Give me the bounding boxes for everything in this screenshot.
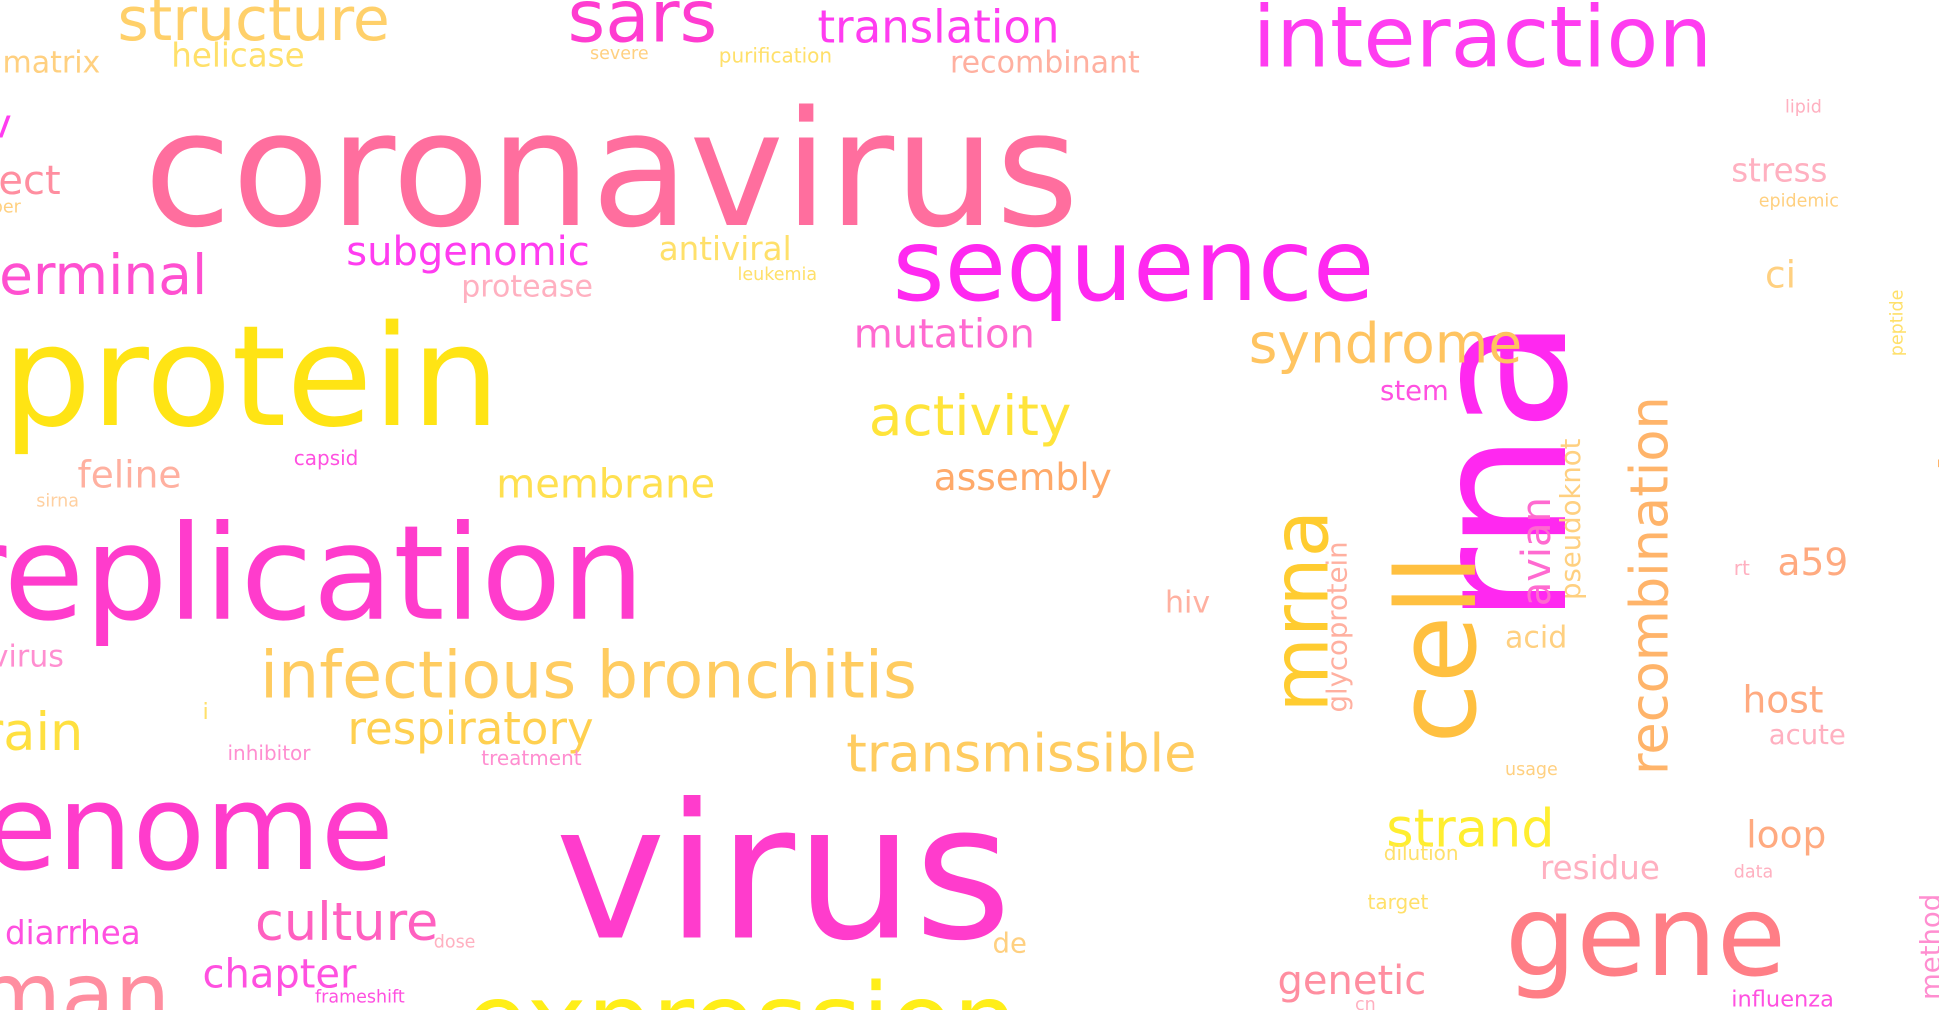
word-respiratory: respiratory (348, 702, 594, 755)
word-infectious-bronchitis: infectious bronchitis (260, 639, 917, 714)
word-matrix: matrix (3, 46, 101, 81)
word-acid: acid (1505, 621, 1567, 656)
word-i: i (203, 699, 209, 725)
word-cn: cn (1355, 995, 1376, 1010)
word-epidemic: epidemic (1759, 191, 1839, 211)
word-sirna: sirna (36, 491, 79, 511)
word-human: human (0, 944, 170, 1010)
word-inhibitor: inhibitor (228, 741, 312, 765)
word-number: number (0, 198, 22, 218)
word-target: target (1368, 890, 1429, 914)
word-subgenomic: subgenomic (346, 229, 589, 275)
word-de: de (993, 928, 1027, 960)
word-membrane: membrane (496, 462, 715, 508)
word-usage: usage (1505, 760, 1558, 780)
word-rt: rt (1734, 556, 1750, 580)
word-sars: sars (568, 0, 718, 59)
word-recombinant: recombinant (950, 46, 1140, 81)
word-replication: replication (0, 497, 645, 650)
word-protein: protein (3, 296, 501, 459)
word-structure: structure (118, 0, 390, 55)
word-protease: protease (461, 269, 593, 304)
word-lipid: lipid (1785, 98, 1822, 118)
word-avian: avian (1514, 497, 1560, 606)
word-expression: expression (465, 962, 1018, 1010)
word-culture: culture (255, 892, 438, 953)
word-influenza: influenza (1731, 986, 1834, 1010)
word-capsid: capsid (294, 446, 359, 470)
word-astrovirus: astrovirus (0, 639, 64, 674)
word-recombination: recombination (1620, 396, 1681, 775)
word-transmissible: transmissible (846, 723, 1196, 784)
word-hiv: hiv (1165, 586, 1210, 621)
word-purification: purification (719, 44, 832, 68)
word-effect: effect (0, 158, 61, 204)
word-strain: strain (0, 702, 83, 763)
word-mutation: mutation (854, 312, 1035, 358)
word-glycoprotein: glycoprotein (1321, 541, 1353, 712)
word-coronavirus: coronavirus (144, 76, 1079, 263)
word-method: method (1915, 894, 1939, 1000)
word-rna: rna (1392, 317, 1610, 625)
word-feline: feline (78, 453, 182, 497)
word-genome: genome (0, 760, 394, 898)
word-residue: residue (1540, 849, 1660, 887)
word-dose: dose (434, 933, 476, 953)
word-chapter: chapter (203, 952, 358, 998)
word-helicase: helicase (171, 36, 304, 74)
word-treatment: treatment (481, 746, 581, 770)
word-strand: strand (1386, 798, 1554, 859)
word-data: data (1734, 863, 1773, 883)
word-host: host (1743, 678, 1824, 722)
word-terminal: terminal (0, 243, 207, 307)
word-activity: activity (869, 384, 1072, 448)
word-genetic: genetic (1278, 958, 1427, 1004)
word-leukemia: leukemia (738, 265, 818, 285)
word-interaction: interaction (1253, 0, 1713, 87)
word-ci: ci (1765, 253, 1796, 297)
word-loop: loop (1746, 813, 1826, 857)
word-stress: stress (1731, 151, 1827, 189)
word-cell: cell (1373, 554, 1501, 743)
word-antiviral: antiviral (659, 230, 792, 268)
word-acute: acute (1769, 719, 1846, 751)
word-syndrome: syndrome (1249, 312, 1522, 376)
word-frameshift: frameshift (315, 988, 405, 1008)
word-peptide: peptide (1888, 290, 1908, 357)
word-dilution: dilution (1384, 841, 1459, 865)
word-sequence: sequence (893, 207, 1375, 324)
word-a59: a59 (1778, 540, 1849, 584)
word-stem: stem (1380, 375, 1449, 407)
word-diarrhea: diarrhea (5, 914, 141, 952)
word-translation: translation (818, 1, 1060, 54)
word-virus: virus (555, 765, 1012, 983)
word-assembly: assembly (934, 455, 1112, 499)
word-severe: severe (590, 44, 649, 64)
word-mrna: mrna (1257, 510, 1347, 713)
word-sars-cov: sars cov (0, 102, 12, 148)
word-gene: gene (1505, 871, 1786, 1002)
word-pseudoknot: pseudoknot (1555, 438, 1587, 600)
word-structural: structural (1925, 451, 1939, 862)
